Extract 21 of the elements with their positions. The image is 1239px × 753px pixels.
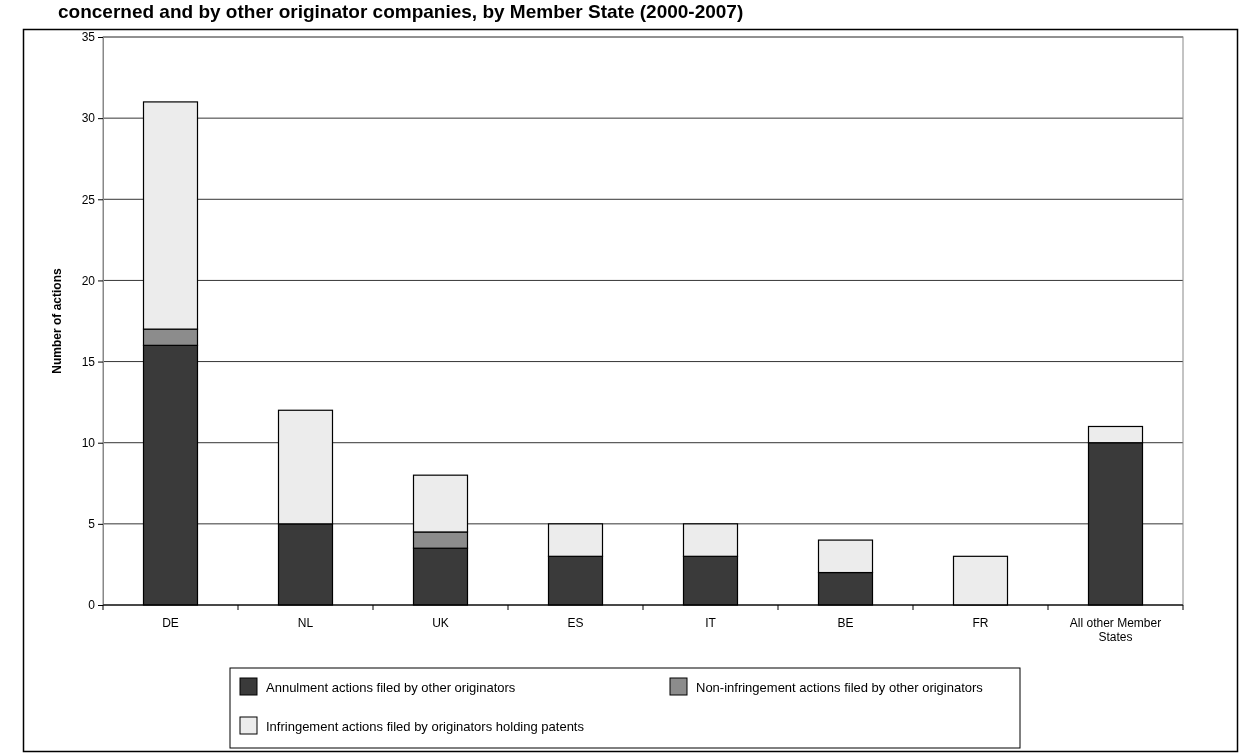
legend-label: Non-infringement actions filed by other originators xyxy=(696,680,984,695)
y-axis-title: Number of actions xyxy=(50,268,64,374)
y-tick-label: 0 xyxy=(88,598,96,613)
x-tick-label: All other Member States xyxy=(1069,616,1162,644)
x-tick-label: DE xyxy=(162,616,179,630)
y-tick-label: 35 xyxy=(81,30,96,45)
x-tick-label: ES xyxy=(567,616,584,630)
legend-label: Infringement actions filed by originators holding patents xyxy=(266,719,585,734)
x-tick-label: IT xyxy=(705,616,717,630)
y-tick-label: 15 xyxy=(81,354,96,369)
y-tick-label: 20 xyxy=(81,273,96,288)
y-tick-label: 5 xyxy=(88,517,96,532)
x-tick-label: NL xyxy=(297,616,314,630)
x-tick-label: BE xyxy=(837,616,854,630)
y-tick-label: 30 xyxy=(81,111,96,126)
y-tick-label: 25 xyxy=(81,192,96,207)
x-tick-label: UK xyxy=(432,616,449,630)
y-tick-label: 10 xyxy=(81,436,96,451)
legend-label: Annulment actions filed by other originators xyxy=(266,680,516,695)
chart-title: concerned and by other originator companies, by Member State (2000-2007) xyxy=(58,1,744,22)
x-tick-label: FR xyxy=(972,616,989,630)
